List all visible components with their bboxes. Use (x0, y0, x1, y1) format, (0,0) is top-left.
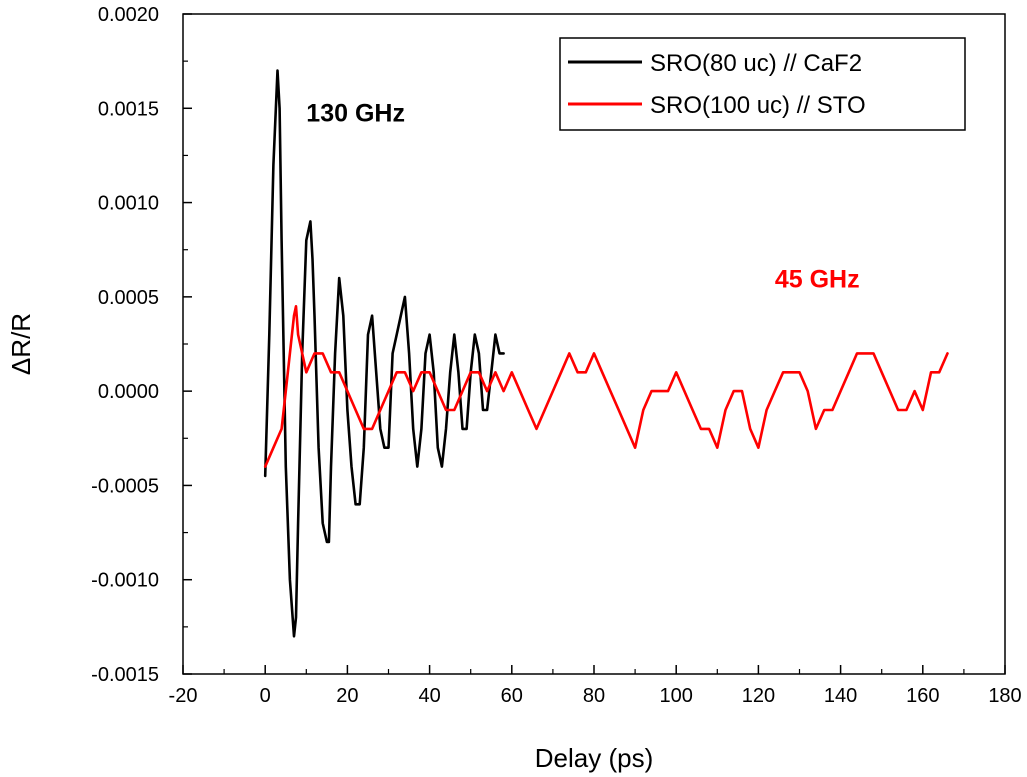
x-tick-label: 40 (418, 685, 440, 707)
y-tick-label: 0.0000 (98, 381, 159, 403)
series-layer (263, 69, 949, 638)
x-tick-label: 120 (742, 685, 775, 707)
x-tick-label: 140 (824, 685, 857, 707)
y-tick-label: -0.0015 (91, 664, 159, 686)
x-axis-title: Delay (ps) (535, 743, 653, 773)
y-axis-title: ΔR/R (6, 313, 36, 375)
x-tick-label: 20 (336, 685, 358, 707)
y-tick-label: 0.0020 (98, 4, 159, 26)
x-tick-label: 0 (260, 685, 271, 707)
y-tick-label: -0.0010 (91, 570, 159, 592)
y-tick-label: -0.0005 (91, 475, 159, 497)
legend-label: SRO(100 uc) // STO (650, 92, 866, 119)
annotation-layer: 130 GHz 45 GHz (306, 99, 859, 293)
x-tick-label: 80 (583, 685, 605, 707)
y-tick-label: 0.0010 (98, 193, 159, 215)
y-tick-label: 0.0015 (98, 98, 159, 120)
x-tick-label: -20 (169, 685, 198, 707)
annotation-label: 45 GHz (775, 265, 860, 293)
legend-label: SRO(80 uc) // CaF2 (650, 50, 862, 77)
series-line-2 (263, 304, 949, 468)
x-tick-label: 180 (988, 685, 1021, 707)
x-tick-label: 100 (660, 685, 693, 707)
series-line-1 (263, 69, 505, 638)
legend-box (559, 37, 966, 131)
x-tick-label: 160 (906, 685, 939, 707)
x-tick-label: 60 (501, 685, 523, 707)
annotation-label: 130 GHz (306, 99, 405, 127)
x-axis: -20 0 20 40 60 80 100 120 140 160 180 (169, 665, 1022, 707)
legend: SRO(80 uc) // CaF2 SRO(100 uc) // STO (559, 37, 966, 131)
y-tick-label: 0.0005 (98, 287, 159, 309)
y-axis: -0.0015 -0.0010 -0.0005 0.0000 0.0005 0.0010 0… (91, 4, 192, 686)
